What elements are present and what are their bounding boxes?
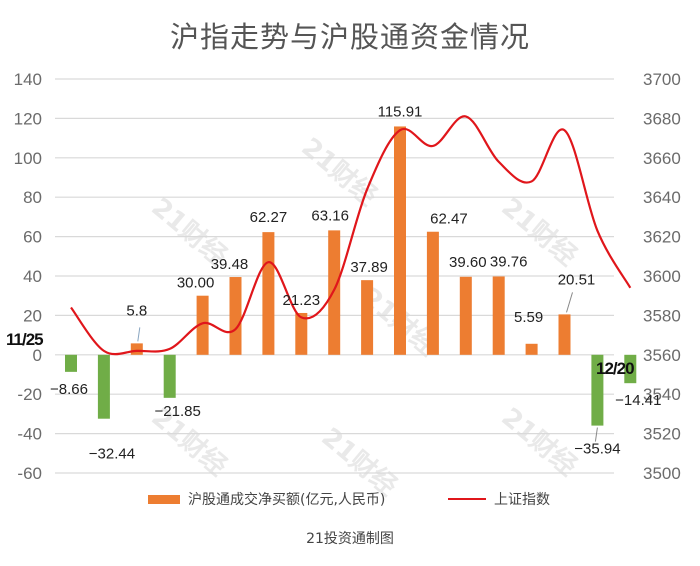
right-axis-tick: 3600 bbox=[643, 267, 681, 286]
bar bbox=[558, 314, 571, 355]
left-axis-tick: 120 bbox=[14, 109, 42, 128]
bar-value-label: 62.27 bbox=[250, 209, 288, 226]
leader-line bbox=[566, 292, 573, 313]
leader-line bbox=[137, 327, 141, 342]
legend-bar-label: 沪股通成交净买额(亿元,人民币) bbox=[188, 492, 386, 508]
bar-value-label: −32.44 bbox=[89, 446, 135, 463]
bar bbox=[394, 126, 406, 355]
bar bbox=[295, 312, 308, 355]
bar-value-label: 37.89 bbox=[350, 259, 388, 276]
watermark-text: 21财经 bbox=[496, 402, 583, 482]
bar bbox=[229, 277, 242, 355]
bar bbox=[361, 280, 374, 355]
legend: 沪股通成交净买额(亿元,人民币) 上证指数 bbox=[0, 489, 700, 509]
bar bbox=[262, 232, 275, 355]
right-axis-tick: 3520 bbox=[643, 425, 681, 444]
left-axis-tick: 0 bbox=[33, 346, 42, 365]
right-axis-tick: 3560 bbox=[643, 346, 681, 365]
bar-value-label: 62.47 bbox=[430, 211, 468, 228]
bar-value-label: −14.41 bbox=[615, 392, 661, 409]
bar bbox=[459, 276, 472, 355]
left-axis-tick: 20 bbox=[23, 306, 42, 325]
right-axis-tick: 3500 bbox=[643, 464, 681, 483]
start-date-label: 11/25 bbox=[6, 330, 43, 349]
left-axis-tick: 80 bbox=[23, 188, 42, 207]
bar-value-label: 39.60 bbox=[449, 254, 487, 271]
bar-value-label: −35.94 bbox=[574, 441, 620, 458]
index-line bbox=[70, 115, 632, 356]
bar-swatch-icon bbox=[148, 494, 180, 504]
left-axis-tick: 40 bbox=[23, 267, 42, 286]
left-axis-tick: -20 bbox=[17, 385, 42, 404]
left-axis-tick: 140 bbox=[14, 70, 42, 89]
bar-value-label: −21.85 bbox=[155, 403, 201, 420]
legend-line-label: 上证指数 bbox=[494, 492, 550, 508]
bar-value-label: −8.66 bbox=[50, 381, 88, 398]
line-swatch-icon bbox=[448, 498, 486, 500]
bar bbox=[65, 354, 77, 372]
watermark-text: 21财经 bbox=[296, 132, 383, 212]
left-axis-tick: 60 bbox=[23, 228, 42, 247]
end-date-label: 12/20 bbox=[596, 359, 634, 378]
bar bbox=[492, 276, 505, 355]
left-axis-tick: 100 bbox=[14, 149, 42, 168]
bar bbox=[328, 230, 341, 355]
bar-value-label: 20.51 bbox=[558, 271, 596, 288]
bar bbox=[591, 354, 604, 426]
bar-value-label: 5.8 bbox=[126, 302, 147, 319]
right-axis-tick: 3580 bbox=[643, 306, 681, 325]
legend-item-bar: 沪股通成交净买额(亿元,人民币) bbox=[148, 489, 385, 509]
left-axis-tick: -60 bbox=[17, 464, 42, 483]
source-credit: 21投资通制图 bbox=[306, 531, 394, 547]
leader-line bbox=[594, 427, 598, 442]
bar-value-label: 63.16 bbox=[311, 207, 349, 224]
bar-value-label: 115.91 bbox=[378, 103, 423, 120]
bar bbox=[163, 354, 176, 398]
legend-item-line: 上证指数 bbox=[448, 489, 550, 509]
bar-value-label: 21.23 bbox=[283, 292, 321, 309]
right-axis-tick: 3700 bbox=[643, 70, 681, 89]
bar bbox=[624, 354, 637, 384]
right-axis-tick: 3660 bbox=[643, 149, 681, 168]
bar bbox=[97, 354, 110, 419]
bar-value-label: 5.59 bbox=[514, 309, 543, 326]
left-axis-tick: -40 bbox=[17, 425, 42, 444]
bar-value-label: 39.76 bbox=[490, 253, 528, 270]
right-axis-tick: 3680 bbox=[643, 109, 681, 128]
bar bbox=[525, 343, 538, 355]
right-axis-tick: 3540 bbox=[643, 385, 681, 404]
right-axis-tick: 3620 bbox=[643, 228, 681, 247]
right-axis-tick: 3640 bbox=[643, 188, 681, 207]
bar-value-label: 39.48 bbox=[211, 256, 249, 273]
bar bbox=[130, 343, 143, 355]
bar bbox=[196, 295, 209, 355]
bar bbox=[426, 231, 439, 355]
bar-value-label: 30.00 bbox=[177, 275, 215, 292]
chart-title: 沪指走势与沪股通资金情况 bbox=[169, 20, 530, 54]
